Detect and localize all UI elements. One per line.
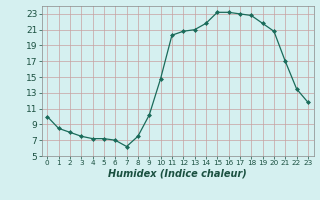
X-axis label: Humidex (Indice chaleur): Humidex (Indice chaleur) [108, 169, 247, 179]
